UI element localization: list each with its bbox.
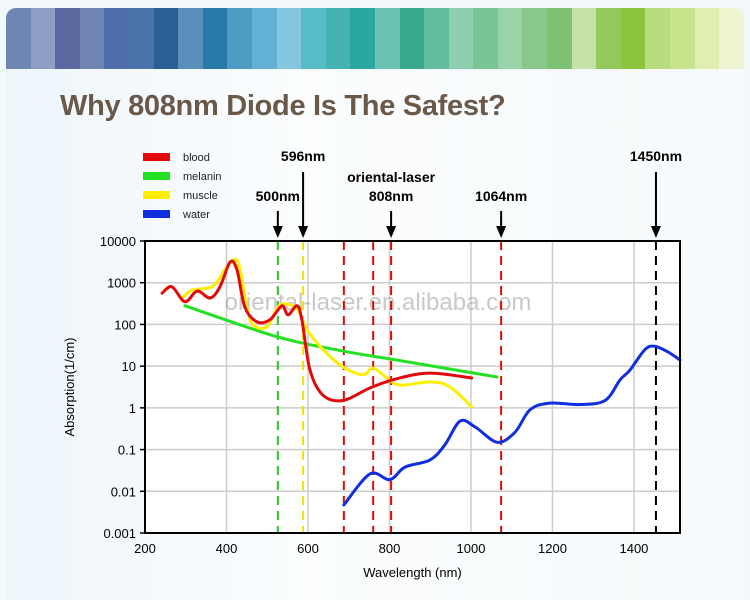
y-tick-label: 10000	[100, 234, 136, 249]
legend-swatch-water	[143, 210, 170, 218]
band-stripe	[374, 8, 400, 69]
band-stripe	[79, 8, 105, 69]
y-tick-label: 1	[129, 401, 136, 416]
wavelength-annotation: 500nm	[256, 188, 300, 204]
band-stripe	[325, 8, 351, 69]
wavelength-annotation: 1450nm	[630, 148, 682, 164]
band-stripe	[719, 8, 744, 69]
band-stripe	[399, 8, 425, 69]
band-stripe	[350, 8, 375, 69]
band-stripe	[596, 8, 621, 69]
band-stripe	[55, 8, 80, 69]
y-tick-label: 0.001	[103, 526, 136, 541]
band-stripe	[104, 8, 129, 69]
arrow-down-icon	[272, 226, 283, 238]
legend-swatch-blood	[143, 153, 170, 161]
band-stripe	[227, 8, 252, 69]
x-tick-label: 1200	[538, 541, 567, 556]
band-stripe	[571, 8, 597, 69]
band-stripe	[473, 8, 498, 69]
series-line-water	[342, 344, 682, 507]
x-tick-label: 200	[134, 541, 156, 556]
legend-label-water: water	[182, 209, 210, 221]
legend-label-melanin: melanin	[183, 171, 222, 183]
band-stripe	[522, 8, 548, 69]
x-tick-label: 1400	[619, 541, 648, 556]
y-tick-label: 0.1	[118, 443, 136, 458]
band-stripe	[694, 8, 720, 69]
legend-swatch-melanin	[143, 172, 170, 180]
band-stripe	[6, 8, 31, 69]
x-tick-label: 400	[216, 541, 238, 556]
band-stripe	[202, 8, 228, 69]
band-stripe	[424, 8, 449, 69]
y-tick-label: 100	[114, 317, 136, 332]
band-stripe	[30, 8, 56, 69]
legend-swatch-muscle	[143, 191, 170, 199]
band-stripe	[645, 8, 671, 69]
page-title: Why 808nm Diode Is The Safest?	[60, 90, 506, 122]
arrow-down-icon	[496, 226, 507, 238]
band-stripe	[497, 8, 523, 69]
y-tick-label: 10	[122, 359, 136, 374]
arrow-down-icon	[386, 226, 397, 238]
y-tick-label: 0.01	[111, 484, 136, 499]
band-stripe	[448, 8, 474, 69]
series-line-blood	[160, 259, 474, 403]
band-stripe	[178, 8, 203, 69]
x-tick-label: 600	[297, 541, 319, 556]
band-stripe	[547, 8, 572, 69]
band-stripe	[251, 8, 277, 69]
plot-area	[145, 241, 680, 533]
plot-frame	[144, 240, 681, 534]
legend-label-blood: blood	[183, 152, 210, 164]
wavelength-annotation: oriental-laser	[347, 169, 435, 185]
wavelength-annotation: 808nm	[369, 188, 413, 204]
band-stripe	[620, 8, 646, 69]
y-tick-label: 1000	[107, 276, 136, 291]
series-line-melanin	[183, 304, 499, 379]
arrow-down-icon	[298, 226, 309, 238]
y-axis-label: Absorption(1/cm)	[62, 338, 77, 437]
band-stripe	[301, 8, 326, 69]
x-tick-label: 1000	[457, 541, 486, 556]
band-stripe	[670, 8, 695, 69]
band-stripe	[128, 8, 154, 69]
x-tick-label: 800	[379, 541, 401, 556]
band-stripe	[276, 8, 302, 69]
band-stripe	[153, 8, 179, 69]
x-axis-label: Wavelength (nm)	[363, 565, 462, 580]
watermark: oriental-laser.en.alibaba.com	[225, 289, 532, 316]
arrow-down-icon	[650, 226, 661, 238]
legend-label-muscle: muscle	[183, 190, 218, 202]
wavelength-annotation: 596nm	[281, 148, 325, 164]
wavelength-annotation: 1064nm	[475, 188, 527, 204]
header-color-band	[6, 8, 744, 69]
